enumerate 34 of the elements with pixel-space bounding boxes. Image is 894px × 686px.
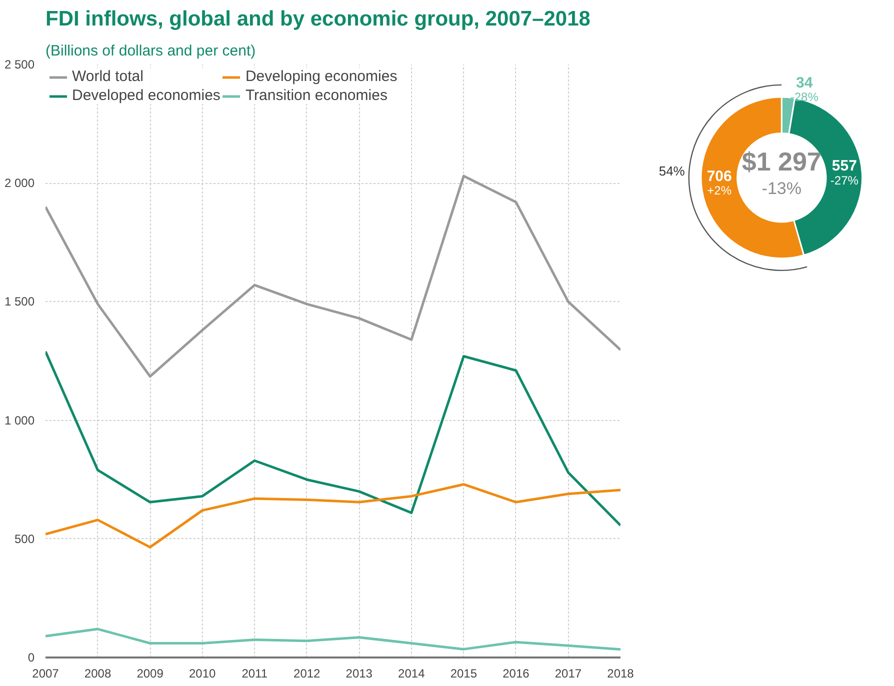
y-tick-label: 2 500 bbox=[4, 58, 35, 72]
y-tick-label: 1 000 bbox=[4, 413, 35, 428]
y-tick-label: 1 500 bbox=[4, 294, 35, 309]
x-tick-label: 2013 bbox=[346, 666, 373, 680]
x-tick-label: 2016 bbox=[502, 666, 530, 680]
y-tick-label: 0 bbox=[28, 650, 35, 664]
line-series bbox=[46, 350, 620, 527]
x-tick-label: 2010 bbox=[188, 666, 216, 680]
data-label: 557 -27% bbox=[830, 158, 859, 188]
data-label: 34 -28% bbox=[790, 74, 819, 104]
text: -13% bbox=[762, 178, 802, 198]
text: 54% bbox=[658, 164, 686, 178]
text: $1 297 bbox=[742, 146, 822, 176]
y-tick-label: 500 bbox=[14, 532, 35, 546]
legend-label: Transition economies bbox=[245, 87, 388, 104]
x-tick-label: 2014 bbox=[398, 666, 426, 680]
line-series bbox=[46, 628, 620, 651]
x-tick-label: 2007 bbox=[32, 666, 60, 680]
legend-label: Developing economies bbox=[245, 68, 398, 85]
x-tick-label: 2018 bbox=[607, 666, 634, 680]
x-tick-label: 2017 bbox=[554, 666, 582, 680]
x-tick-label: 2015 bbox=[450, 666, 478, 680]
line-series bbox=[46, 174, 620, 378]
chart-title: FDI inflows, global and by economic group, 2007–2018 bbox=[46, 8, 591, 30]
legend-label: World total bbox=[72, 68, 144, 85]
x-tick-label: 2008 bbox=[84, 666, 112, 680]
x-tick-label: 2009 bbox=[136, 666, 164, 680]
x-tick-label: 2011 bbox=[242, 666, 268, 680]
chart-subtitle: (Billions of dollars and per cent) bbox=[46, 42, 256, 60]
data-label: 706 +2% bbox=[706, 168, 732, 198]
line-series bbox=[46, 483, 620, 548]
x-tick-label: 2012 bbox=[294, 666, 321, 680]
legend-label: Developed economies bbox=[72, 87, 220, 104]
y-tick-label: 2 000 bbox=[4, 176, 35, 190]
